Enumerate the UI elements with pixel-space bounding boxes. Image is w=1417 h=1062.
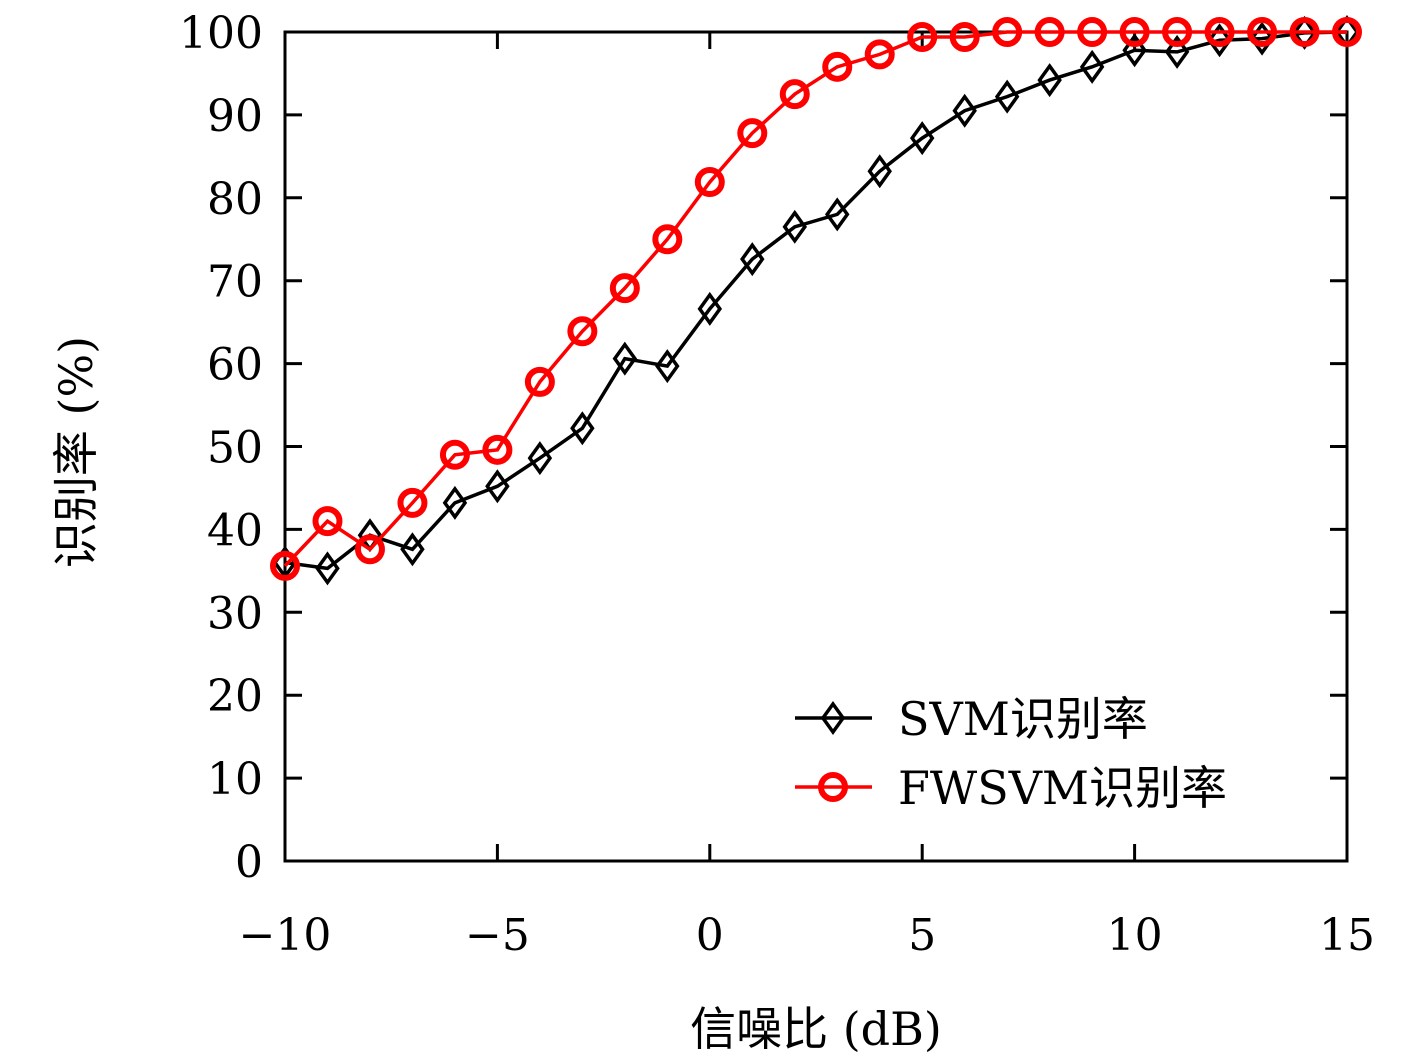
y-tick-label: 60 bbox=[207, 340, 263, 391]
data-point bbox=[949, 21, 980, 52]
series-line bbox=[283, 30, 1347, 568]
data-point bbox=[907, 21, 938, 52]
legend-marker bbox=[818, 772, 848, 802]
data-point bbox=[779, 79, 810, 110]
data-point bbox=[1164, 34, 1190, 69]
data-point bbox=[782, 209, 807, 244]
y-tick-label: 70 bbox=[207, 257, 263, 308]
data-point bbox=[567, 316, 598, 347]
data-point bbox=[570, 411, 595, 446]
data-point bbox=[694, 167, 725, 198]
data-point bbox=[397, 487, 428, 518]
y-axis: 0 10 20 30 40 50 60 70 80 90 100 bbox=[179, 8, 1347, 888]
data-point bbox=[1037, 63, 1062, 98]
y-tick-label: 10 bbox=[207, 754, 263, 805]
x-tick-label: −5 bbox=[465, 910, 530, 961]
y-axis-label: 识别率 (%) bbox=[49, 336, 103, 568]
data-point bbox=[655, 349, 680, 384]
data-point bbox=[952, 93, 977, 128]
y-tick-label: 40 bbox=[207, 505, 263, 556]
data-point bbox=[992, 17, 1023, 47]
legend-item: SVM识别率 bbox=[795, 692, 1148, 746]
data-point bbox=[482, 434, 513, 465]
legend: SVM识别率 FWSVM识别率 bbox=[795, 692, 1227, 815]
data-point bbox=[737, 118, 768, 149]
data-point bbox=[1079, 49, 1105, 84]
data-point bbox=[1077, 17, 1108, 47]
series-fwsvm bbox=[270, 17, 1362, 581]
data-point bbox=[315, 551, 340, 586]
data-point bbox=[485, 469, 510, 504]
data-point bbox=[312, 506, 343, 537]
data-point bbox=[1119, 17, 1150, 47]
data-point bbox=[697, 291, 723, 326]
data-point bbox=[524, 366, 555, 397]
x-tick-label: 0 bbox=[696, 910, 724, 961]
y-tick-label: 0 bbox=[235, 837, 263, 888]
data-point bbox=[1207, 23, 1232, 58]
data-point bbox=[740, 242, 765, 277]
data-point bbox=[1247, 17, 1278, 47]
data-point bbox=[270, 550, 300, 581]
data-point bbox=[867, 154, 892, 189]
legend-item: FWSVM识别率 bbox=[795, 761, 1227, 815]
x-axis: −10 −5 0 5 10 15 bbox=[239, 32, 1375, 961]
series-layer bbox=[270, 15, 1362, 586]
data-point bbox=[439, 439, 470, 470]
y-tick-label: 100 bbox=[179, 8, 263, 59]
data-point bbox=[1034, 17, 1065, 47]
data-point bbox=[822, 51, 853, 82]
data-point bbox=[825, 197, 850, 232]
legend-marker bbox=[820, 701, 846, 735]
data-point bbox=[609, 273, 640, 304]
data-point bbox=[1249, 21, 1275, 56]
data-point bbox=[652, 224, 683, 255]
data-point bbox=[612, 341, 638, 376]
x-tick-label: 5 bbox=[908, 910, 936, 961]
y-tick-label: 90 bbox=[207, 91, 263, 142]
series-line bbox=[284, 30, 1348, 571]
data-point bbox=[1122, 33, 1147, 68]
data-point bbox=[442, 485, 468, 520]
data-point bbox=[400, 532, 425, 567]
y-tick-label: 30 bbox=[207, 588, 263, 639]
y-tick-label: 80 bbox=[207, 174, 263, 225]
x-axis-label: 信噪比 (dB) bbox=[690, 1002, 942, 1056]
data-point bbox=[1204, 17, 1235, 47]
x-tick-label: 15 bbox=[1319, 910, 1375, 961]
series-svm bbox=[272, 15, 1360, 586]
legend-label: SVM识别率 bbox=[898, 692, 1148, 746]
legend-label: FWSVM识别率 bbox=[898, 761, 1227, 815]
x-tick-label: −10 bbox=[239, 910, 332, 961]
data-point bbox=[1289, 17, 1320, 47]
data-point bbox=[994, 79, 1020, 114]
data-point bbox=[527, 441, 553, 476]
y-tick-label: 20 bbox=[207, 671, 263, 722]
data-point bbox=[1162, 17, 1193, 47]
x-tick-label: 10 bbox=[1107, 910, 1163, 961]
data-point bbox=[354, 534, 385, 565]
data-point bbox=[864, 39, 895, 70]
y-tick-label: 50 bbox=[207, 423, 263, 474]
data-point bbox=[1332, 17, 1362, 47]
data-point bbox=[909, 121, 935, 156]
